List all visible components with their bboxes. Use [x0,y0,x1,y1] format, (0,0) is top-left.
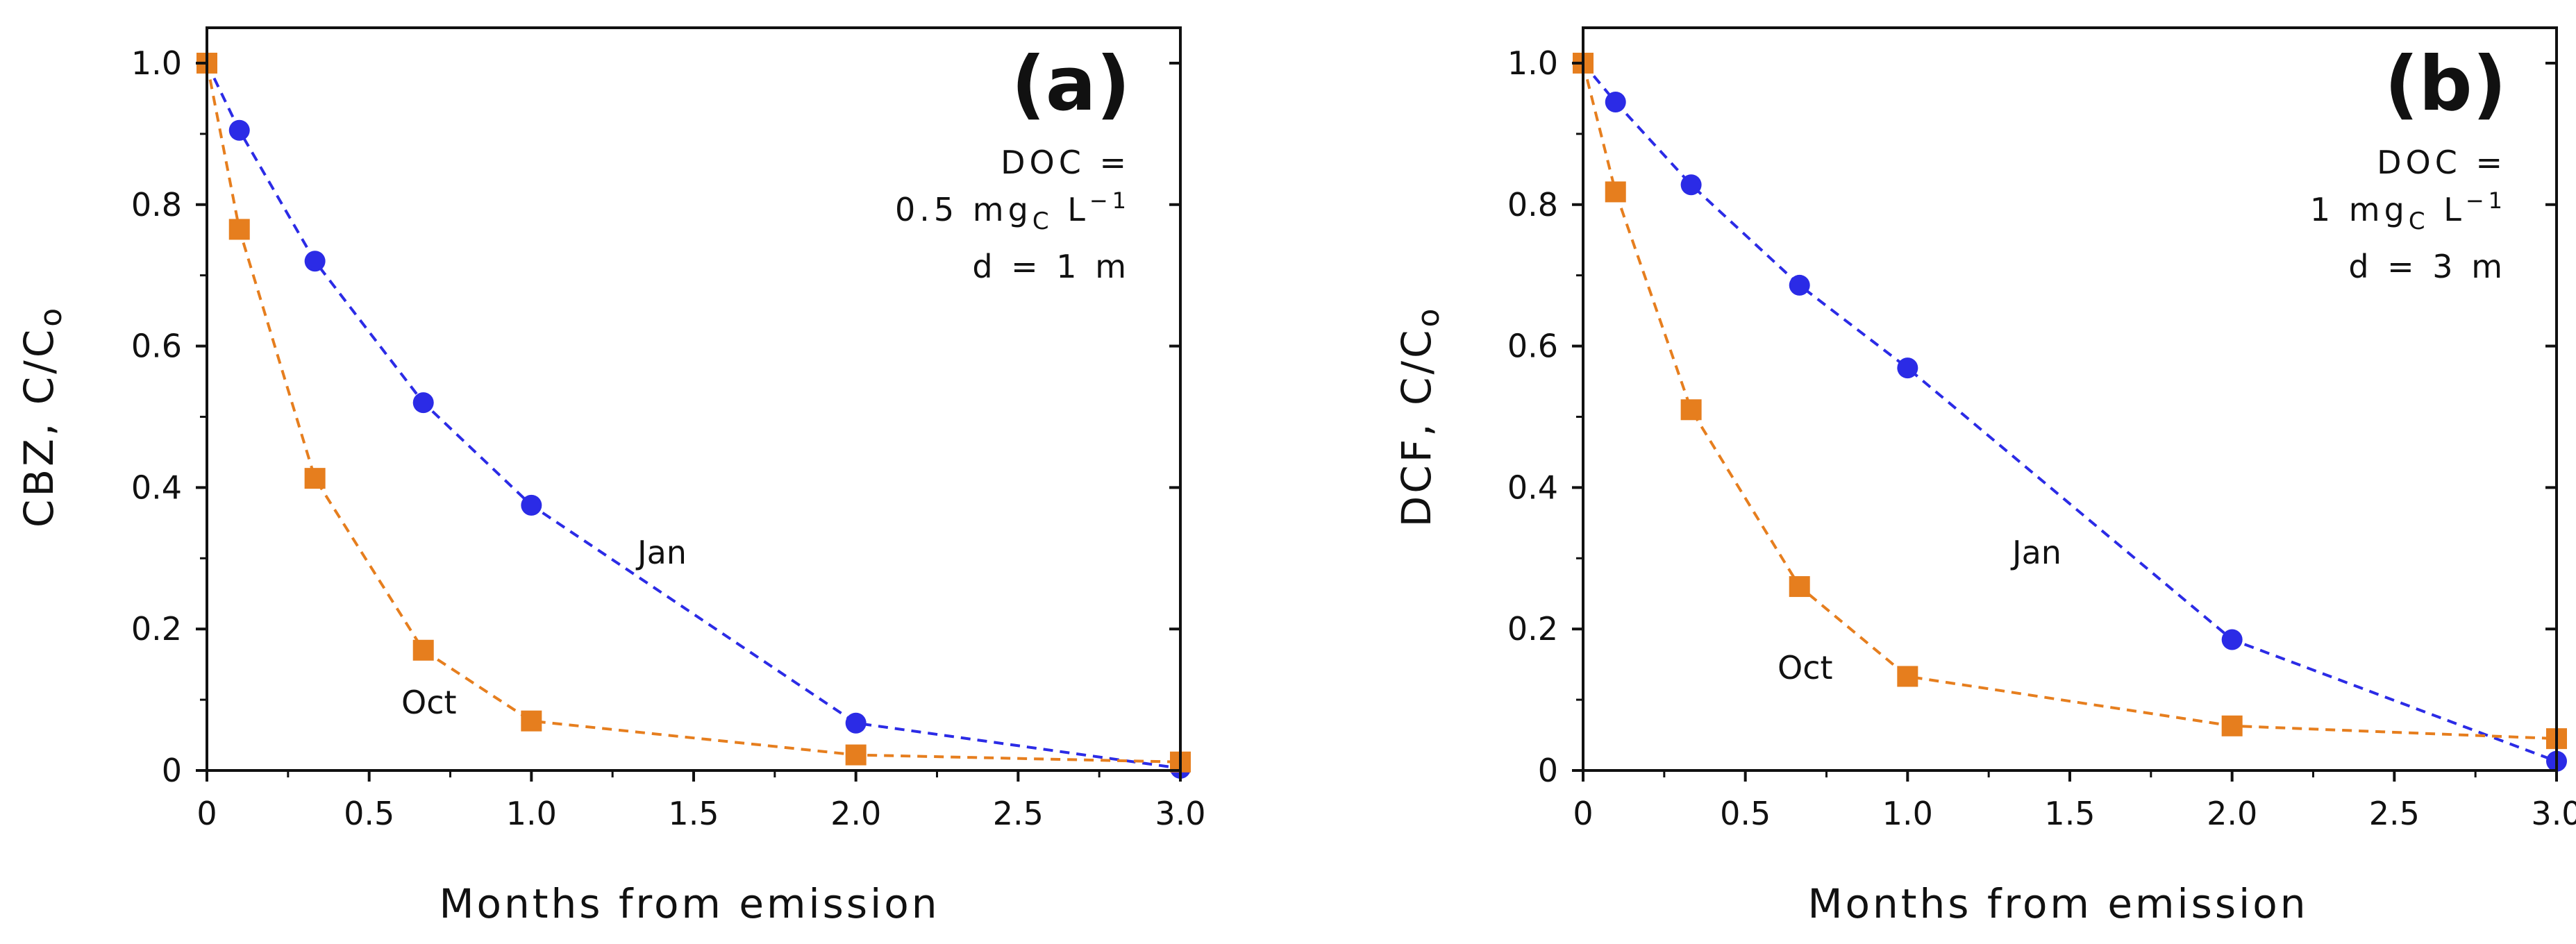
doc-annotation-line-1: DOC = [1001,144,1130,181]
data-point-oct [2221,715,2243,736]
doc-annotation-line-2: 1 mgC L−1 [2310,187,2507,235]
y-tick-label: 0.2 [131,610,182,648]
y-tick-label: 0.4 [131,469,182,506]
data-point-jan [1897,357,1918,379]
data-point-oct [1897,666,1918,687]
y-axis-title: DCF, C/Co [1393,306,1446,528]
x-tick-label: 2.5 [2369,795,2420,832]
data-point-jan [228,119,250,141]
plot-frame [1582,26,2558,772]
panel-label: (a) [1011,41,1130,128]
x-tick-label: 2.0 [830,795,881,832]
x-tick-label: 1.0 [506,795,557,832]
data-point-oct [412,639,434,661]
chart-panel-b: 0 0.2 0.4 0.6 0.8 1.0 0 0.5 1.0 1.5 2.0 2.5 3.0 (b)… [1393,26,2576,927]
series-label-oct: Oct [401,684,457,721]
data-point-oct [1680,399,1702,421]
y-tick-label: 0.4 [1507,469,1558,506]
data-point-jan [1605,92,1626,112]
y-tick-label: 1.0 [131,44,182,82]
data-point-oct [521,710,542,732]
x-tick-label: 3.0 [1155,795,1205,832]
data-point-oct [304,468,326,489]
data-point-jan [2221,629,2243,650]
series-label-oct: Oct [1778,649,1833,686]
data-point-oct [845,744,867,766]
x-tick-label: 3.0 [2531,795,2576,832]
series-label-jan: Jan [635,534,687,571]
depth-annotation: d = 3 m [2348,248,2507,285]
y-tick-label: 0.2 [1507,610,1558,648]
data-point-jan [412,392,434,414]
y-tick-label: 1.0 [1507,44,1558,82]
data-point-oct [228,219,250,240]
y-tick-label: 0 [1538,752,1558,789]
data-point-oct [1605,181,1626,203]
x-tick-label: 0 [196,795,217,832]
x-tick-label: 2.0 [2207,795,2257,832]
x-tick-label: 0 [1573,795,1593,832]
x-tick-label: 1.5 [668,795,719,832]
x-tick-label: 2.5 [993,795,1044,832]
y-tick-label: 0.8 [131,186,182,224]
y-tick-label: 0.6 [1507,328,1558,365]
plot-frame [206,26,1182,772]
data-point-jan [304,251,326,272]
y-tick-label: 0.6 [131,328,182,365]
x-tick-label: 1.0 [1882,795,1933,832]
x-axis-title: Months from emission [440,880,940,927]
data-point-jan [1680,174,1702,196]
data-point-jan [845,712,867,734]
depth-annotation: d = 1 m [972,248,1130,285]
x-tick-label: 1.5 [2044,795,2095,832]
series-label-jan: Jan [2010,534,2061,571]
x-axis-title: Months from emission [1808,880,2309,927]
x-tick-label: 0.5 [1720,795,1771,832]
y-axis-title: CBZ, C/Co [15,305,69,528]
y-tick-label: 0 [162,752,182,789]
doc-annotation-line-2: 0.5 mgC L−1 [895,187,1130,235]
chart-panel-a: 0 0.2 0.4 0.6 0.8 1.0 0 0.5 1.0 1.5 2.0 2.5 3.0 (a)… [15,26,1206,927]
panel-label: (b) [2384,41,2507,128]
data-point-jan [521,494,542,516]
y-tick-label: 0.8 [1507,186,1558,224]
x-tick-label: 0.5 [344,795,394,832]
doc-annotation-line-1: DOC = [2377,144,2507,181]
data-point-oct [1789,576,1810,598]
data-point-jan [1789,274,1810,296]
